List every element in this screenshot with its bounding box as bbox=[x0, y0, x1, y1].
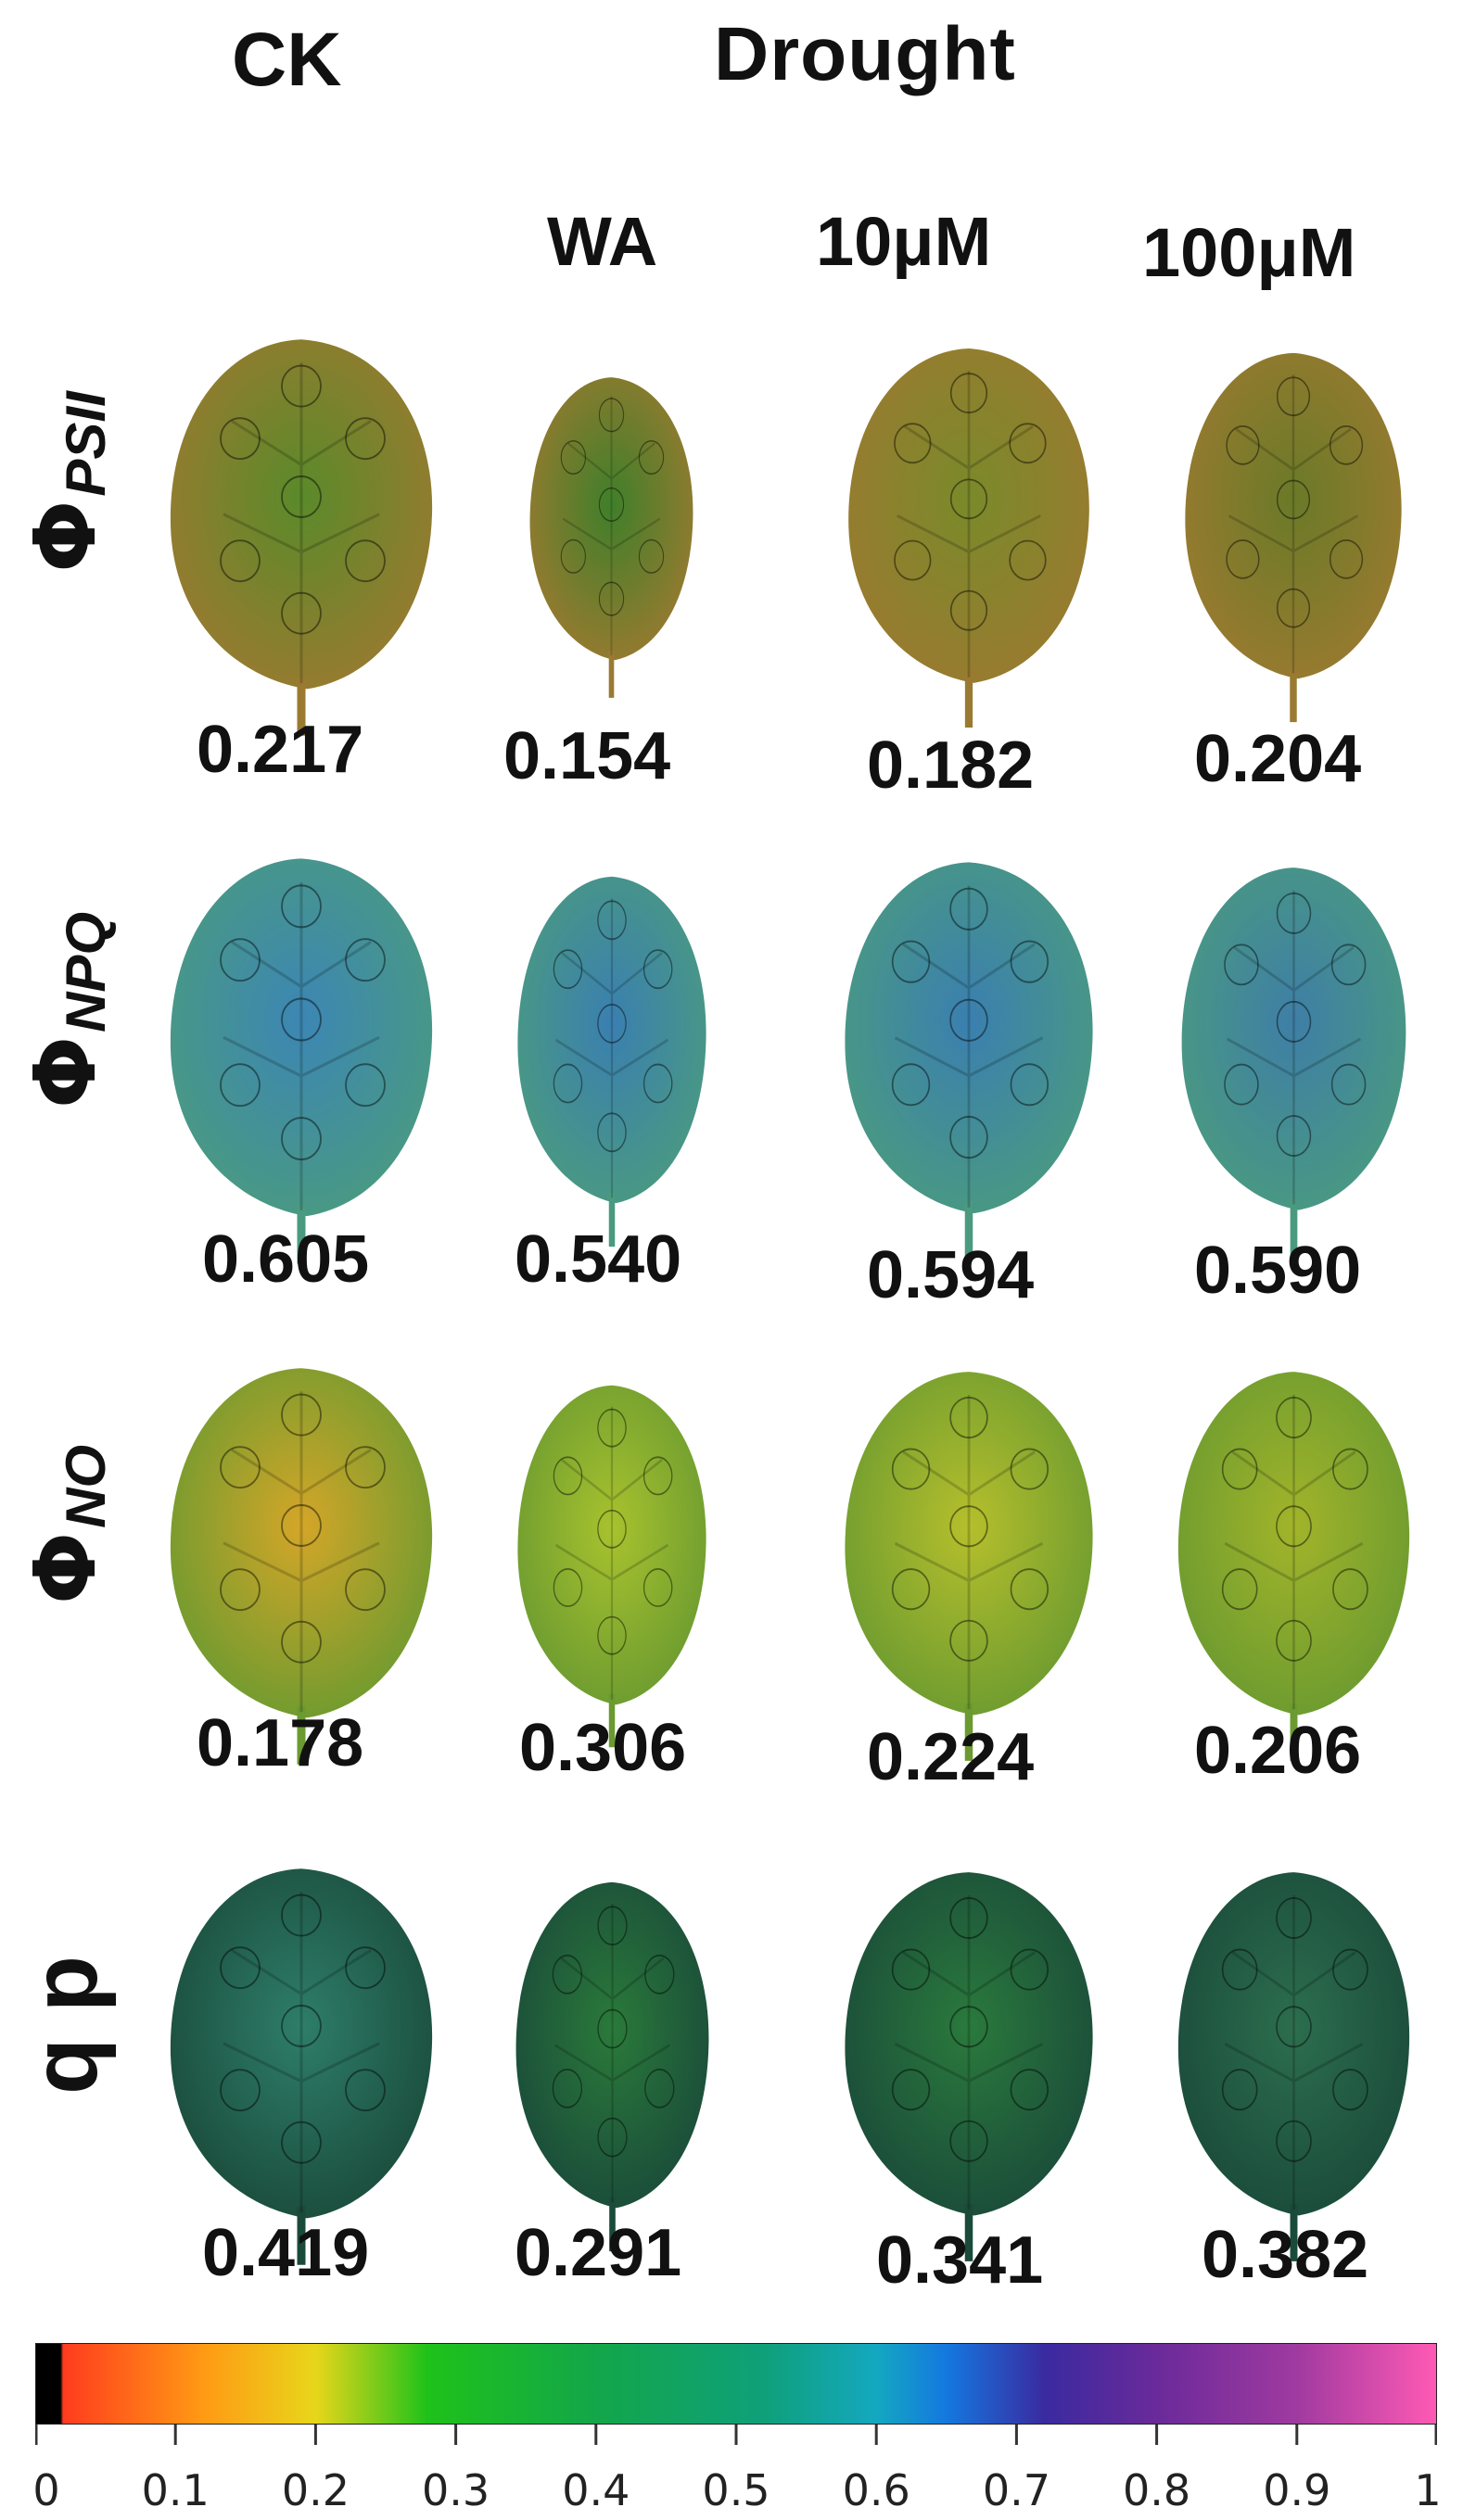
row-label-qp: q p bbox=[12, 1956, 117, 2095]
value-qp-wa: 0.291 bbox=[515, 2216, 682, 2290]
value-psii-100um: 0.204 bbox=[1194, 722, 1362, 796]
value-psii-ck: 0.217 bbox=[197, 713, 364, 787]
leaf-image bbox=[529, 377, 693, 698]
value-no-100um: 0.206 bbox=[1194, 1714, 1362, 1788]
leaf-image bbox=[517, 1385, 706, 1748]
leaf-image bbox=[170, 339, 433, 736]
header-ck: CK bbox=[232, 18, 342, 102]
colorbar-tick-label: 0.4 bbox=[562, 2465, 630, 2515]
leaf-image bbox=[170, 858, 433, 1264]
colorbar-tick-label: 1 bbox=[1414, 2465, 1442, 2515]
value-no-wa: 0.306 bbox=[519, 1711, 687, 1785]
leaf-image bbox=[1177, 1872, 1410, 2261]
leaf-image bbox=[848, 348, 1089, 728]
colorbar-tick-label: 0.1 bbox=[141, 2465, 210, 2515]
leaf-image bbox=[170, 1868, 433, 2265]
leaf-image bbox=[170, 1368, 433, 1765]
row-label-phi-npq: Φ NPQ bbox=[15, 911, 117, 1109]
colorbar-tick-label: 0.9 bbox=[1263, 2465, 1331, 2515]
column-label-100um: 100μM bbox=[1142, 214, 1356, 291]
row-label-phi-no: Φ NO bbox=[15, 1444, 117, 1605]
value-npq-10um: 0.594 bbox=[867, 1238, 1035, 1312]
value-qp-10um: 0.341 bbox=[876, 2223, 1044, 2298]
colorbar-tick-label: 0.3 bbox=[422, 2465, 490, 2515]
leaf-image bbox=[845, 1372, 1093, 1761]
header-drought: Drought bbox=[714, 12, 1016, 96]
row-label-phi-psii: Φ PSII bbox=[15, 391, 117, 573]
leaf-image bbox=[1177, 1372, 1410, 1761]
value-qp-ck: 0.419 bbox=[202, 2216, 370, 2290]
column-label-wa: WA bbox=[547, 203, 658, 280]
column-label-10um: 10μM bbox=[816, 203, 992, 280]
value-psii-10um: 0.182 bbox=[867, 728, 1035, 803]
colorbar-tick-marks bbox=[35, 2425, 1437, 2445]
colorbar-tick-label: 0.8 bbox=[1123, 2465, 1191, 2515]
value-npq-wa: 0.540 bbox=[515, 1222, 682, 1297]
value-qp-100um: 0.382 bbox=[1202, 2218, 1369, 2292]
leaf-image bbox=[1185, 352, 1402, 723]
colorbar-tick-label: 0.5 bbox=[702, 2465, 770, 2515]
leaf-image bbox=[1181, 867, 1406, 1256]
colorbar bbox=[35, 2343, 1437, 2425]
colorbar-tick-label: 0.7 bbox=[982, 2465, 1050, 2515]
colorbar-tick-label: 0.6 bbox=[842, 2465, 910, 2515]
value-psii-wa: 0.154 bbox=[503, 719, 671, 793]
colorbar-tick-label: 0.2 bbox=[281, 2465, 350, 2515]
value-no-10um: 0.224 bbox=[867, 1720, 1035, 1794]
value-npq-100um: 0.590 bbox=[1194, 1234, 1362, 1308]
leaf-image bbox=[845, 862, 1093, 1260]
colorbar-tick-label: 0 bbox=[32, 2465, 60, 2515]
value-npq-ck: 0.605 bbox=[202, 1222, 370, 1297]
leaf-image bbox=[517, 876, 706, 1247]
leaf-image bbox=[515, 1881, 709, 2252]
leaf-image bbox=[845, 1872, 1093, 2261]
value-no-ck: 0.178 bbox=[197, 1706, 364, 1780]
